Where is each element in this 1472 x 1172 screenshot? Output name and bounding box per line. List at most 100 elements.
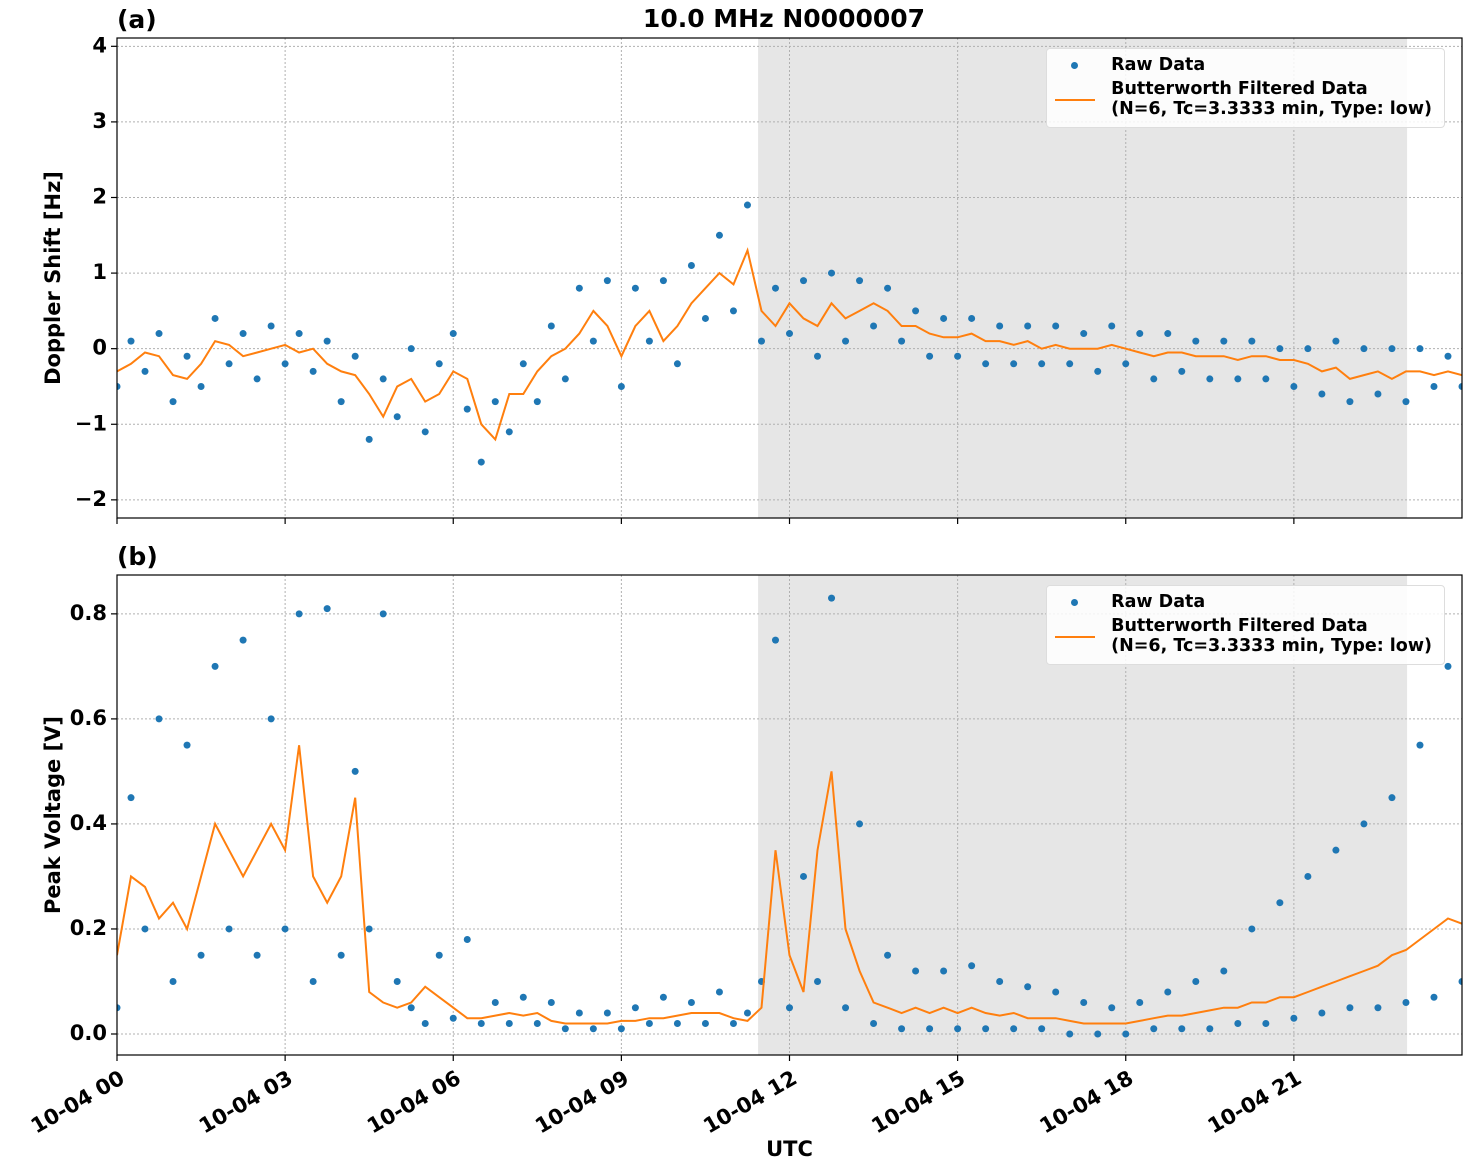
legend-entry: Butterworth Filtered Data (N=6, Tc=3.333… [1055, 616, 1432, 656]
y-tick-label: 0.2 [70, 916, 107, 940]
raw-point [729, 1019, 737, 1027]
raw-point [505, 1019, 513, 1027]
raw-point [1052, 988, 1060, 996]
raw-point [1262, 375, 1270, 383]
raw-point [1416, 345, 1424, 353]
raw-point [533, 398, 541, 406]
x-tick-label: 10-04 03 [195, 1066, 297, 1139]
raw-point [1318, 390, 1326, 398]
raw-point [940, 314, 948, 322]
raw-point [1038, 1025, 1046, 1033]
raw-point [687, 262, 695, 270]
raw-point [379, 375, 387, 383]
panel-label: (a) [117, 5, 157, 34]
raw-point [533, 1019, 541, 1027]
raw-point [239, 636, 247, 644]
raw-point [617, 1025, 625, 1033]
raw-point [701, 1019, 709, 1027]
raw-point [575, 284, 583, 292]
raw-point [996, 322, 1004, 330]
legend-label: Raw Data [1111, 592, 1206, 612]
raw-point [589, 1025, 597, 1033]
raw-point [828, 594, 836, 602]
raw-point [645, 1019, 653, 1027]
raw-point [337, 951, 345, 959]
legend-marker [1071, 599, 1079, 606]
raw-point [1052, 322, 1060, 330]
y-tick-label: −2 [75, 487, 107, 511]
plot-frame [116, 37, 1463, 519]
raw-point [1346, 398, 1354, 406]
legend-label: Butterworth Filtered Data (N=6, Tc=3.333… [1111, 79, 1432, 119]
raw-point [295, 330, 303, 338]
raw-point [996, 977, 1004, 985]
y-tick-label: 0.6 [70, 706, 107, 730]
legend-entry: Butterworth Filtered Data (N=6, Tc=3.333… [1055, 79, 1432, 119]
raw-point [1332, 846, 1340, 854]
raw-point [1038, 360, 1046, 368]
raw-point [870, 1019, 878, 1027]
raw-point [1276, 345, 1284, 353]
legend-marker [1071, 62, 1079, 69]
raw-point [1080, 330, 1088, 338]
raw-point [1430, 382, 1438, 390]
raw-point [814, 352, 822, 360]
raw-point [337, 398, 345, 406]
raw-point [1234, 1019, 1242, 1027]
legend: Raw Data Butterworth Filtered Data (N=6, … [1046, 48, 1445, 128]
legend-entry: Raw Data [1055, 55, 1432, 77]
legend-label: Raw Data [1111, 55, 1206, 75]
raw-point [435, 951, 443, 959]
raw-point [1220, 337, 1228, 345]
raw-point [1444, 662, 1452, 670]
raw-point [884, 284, 892, 292]
raw-point [379, 610, 387, 618]
x-tick-label: 10-04 15 [867, 1066, 969, 1139]
raw-point [968, 962, 976, 970]
raw-point [117, 382, 121, 390]
panel-label: (b) [117, 542, 158, 571]
raw-point [421, 428, 429, 436]
raw-point [1388, 794, 1396, 802]
raw-point [309, 367, 317, 375]
y-tick-label: 0.8 [70, 601, 107, 625]
raw-point [117, 1004, 121, 1012]
raw-point [1178, 367, 1186, 375]
raw-point [393, 977, 401, 985]
filtered-line [117, 247, 1462, 442]
raw-point [225, 925, 233, 933]
y-tick-label: 0.4 [70, 811, 107, 835]
raw-point [982, 360, 990, 368]
raw-point [183, 741, 191, 749]
raw-point [1374, 390, 1382, 398]
raw-point [715, 231, 723, 239]
raw-point [225, 360, 233, 368]
raw-point [800, 872, 808, 880]
raw-point [968, 314, 976, 322]
raw-point [477, 458, 485, 466]
raw-point [267, 715, 275, 723]
raw-point [926, 1025, 934, 1033]
x-tick-label: 10-04 06 [363, 1066, 465, 1139]
raw-point [1066, 1030, 1074, 1038]
raw-point [561, 375, 569, 383]
raw-point [1080, 998, 1088, 1006]
y-axis-label: Peak Voltage [V] [41, 716, 65, 914]
raw-point [954, 352, 962, 360]
raw-point [1430, 993, 1438, 1001]
raw-point [1346, 1004, 1354, 1012]
raw-point [1094, 367, 1102, 375]
raw-point [519, 993, 527, 1001]
raw-point [912, 967, 920, 975]
raw-point [1136, 998, 1144, 1006]
raw-point [1388, 345, 1396, 353]
raw-point [870, 322, 878, 330]
raw-point [141, 925, 149, 933]
legend: Raw Data Butterworth Filtered Data (N=6, … [1046, 585, 1445, 665]
raw-point [1304, 872, 1312, 880]
raw-point [729, 307, 737, 315]
raw-point [842, 337, 850, 345]
raw-point [183, 352, 191, 360]
legend-label: Butterworth Filtered Data (N=6, Tc=3.333… [1111, 616, 1432, 656]
raw-point [1192, 337, 1200, 345]
